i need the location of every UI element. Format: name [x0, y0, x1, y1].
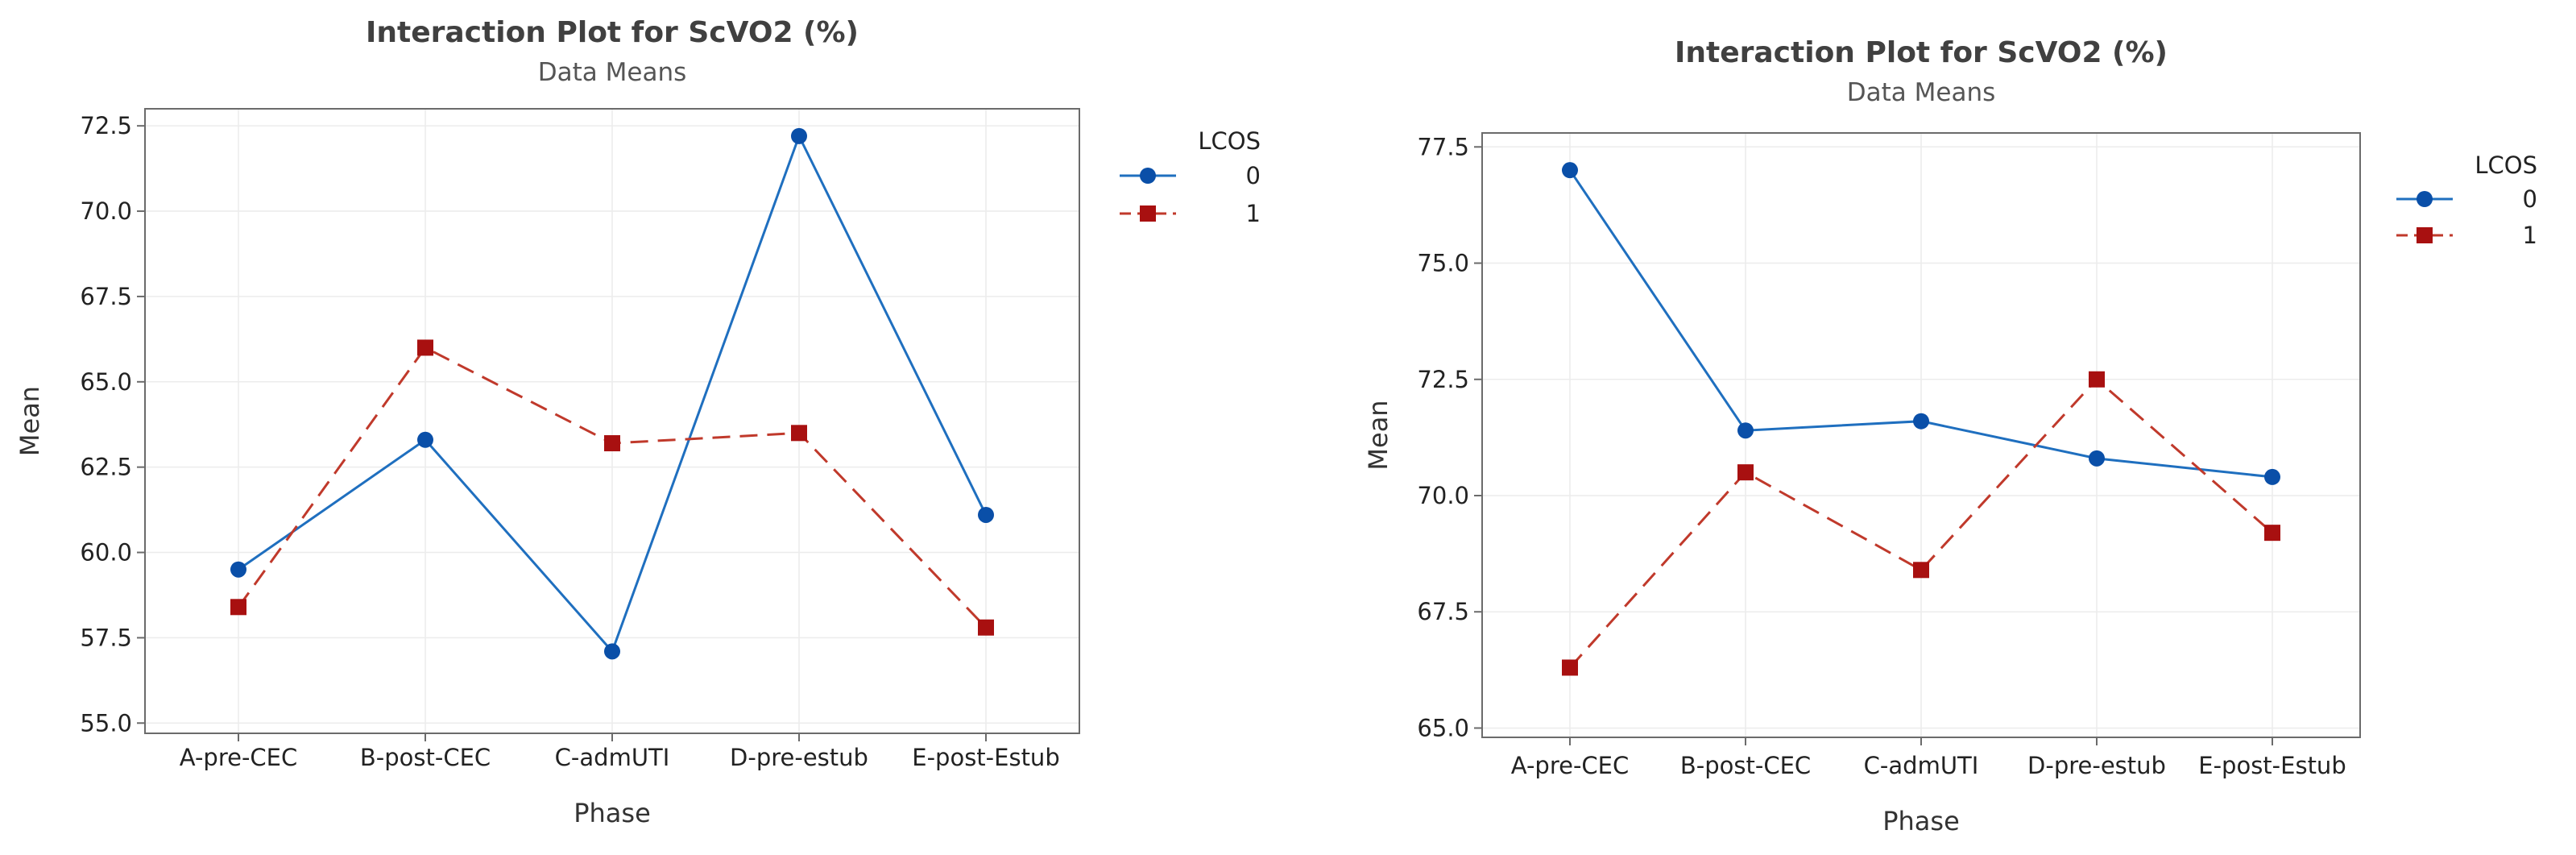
y-tick-label: 65.0 [1417, 714, 1469, 741]
legend-marker-lcos-0 [2417, 191, 2433, 207]
y-tick-label: 57.5 [80, 624, 132, 651]
data-point-lcos-0 [230, 561, 246, 578]
data-point-lcos-0 [791, 127, 807, 144]
data-point-lcos-1 [604, 435, 620, 452]
data-point-lcos-1 [978, 619, 994, 636]
y-tick-label: 65.0 [80, 368, 132, 396]
y-axis-label: Mean [1363, 400, 1394, 470]
y-tick-label: 72.5 [80, 112, 132, 139]
y-tick-label: 72.5 [1417, 366, 1469, 393]
data-point-lcos-0 [978, 506, 994, 523]
data-point-lcos-0 [604, 643, 620, 660]
x-axis-label: Phase [574, 798, 651, 828]
x-axis-label: Phase [1882, 806, 1960, 836]
data-point-lcos-1 [2264, 525, 2280, 542]
y-tick-label: 55.0 [80, 709, 132, 737]
data-point-lcos-1 [1737, 464, 1754, 481]
x-tick-label: A-pre-CEC [1511, 752, 1630, 779]
data-point-lcos-1 [1562, 659, 1578, 676]
y-tick-label: 62.5 [80, 454, 132, 481]
x-tick-label: D-pre-estub [2027, 752, 2166, 779]
x-tick-label: A-pre-CEC [180, 744, 298, 771]
x-tick-label: C-admUTI [1864, 752, 1979, 779]
x-tick-label: D-pre-estub [730, 744, 868, 771]
data-point-lcos-0 [2264, 468, 2280, 485]
chart-2: Interaction Plot for ScVO2 (%) Data Means… [1363, 36, 2537, 836]
x-tick-label: E-post-Estub [912, 744, 1059, 771]
chart-subtitle: Data Means [1847, 78, 1996, 107]
legend-marker-lcos-1 [1140, 205, 1156, 222]
chart-title: Interaction Plot for ScVO2 (%) [1675, 36, 2168, 69]
x-tick-label: B-post-CEC [1680, 752, 1811, 779]
legend-label-lcos-1: 1 [2523, 222, 2537, 249]
y-tick-label: 70.0 [1417, 482, 1469, 509]
legend: LCOS 0 1 [1120, 127, 1261, 227]
data-point-lcos-0 [1913, 413, 1929, 430]
x-tick-label: C-admUTI [555, 744, 670, 771]
legend-label-lcos-1: 1 [1246, 200, 1261, 227]
data-point-lcos-1 [417, 339, 433, 356]
legend-title: LCOS [1198, 127, 1261, 155]
data-point-lcos-0 [1737, 422, 1754, 439]
legend-marker-lcos-0 [1140, 168, 1156, 184]
legend-marker-lcos-1 [2417, 227, 2433, 243]
chart-1: Interaction Plot for ScVO2 (%) Data Means… [14, 16, 1261, 828]
data-point-lcos-1 [2089, 371, 2105, 388]
data-point-lcos-0 [1562, 162, 1578, 179]
y-tick-label: 67.5 [80, 283, 132, 310]
y-tick-label: 60.0 [80, 539, 132, 567]
data-point-lcos-1 [230, 599, 246, 616]
x-tick-label: E-post-Estub [2198, 752, 2346, 779]
data-point-lcos-0 [2089, 450, 2105, 467]
legend-label-lcos-0: 0 [1246, 162, 1261, 189]
y-tick-label: 70.0 [80, 197, 132, 225]
y-tick-label: 67.5 [1417, 598, 1469, 625]
data-point-lcos-1 [791, 425, 807, 442]
legend-title: LCOS [2475, 151, 2537, 179]
chart-title: Interaction Plot for ScVO2 (%) [366, 16, 859, 49]
legend-label-lcos-0: 0 [2523, 185, 2537, 213]
data-point-lcos-0 [417, 431, 433, 448]
x-tick-label: B-post-CEC [360, 744, 491, 771]
data-point-lcos-1 [1913, 562, 1929, 579]
y-tick-label: 75.0 [1417, 250, 1469, 277]
legend: LCOS 0 1 [2396, 151, 2537, 249]
chart-subtitle: Data Means [538, 58, 687, 87]
series-line-lcos-1 [1568, 377, 2273, 669]
y-tick-label: 77.5 [1417, 133, 1469, 160]
y-axis-label: Mean [14, 386, 45, 456]
